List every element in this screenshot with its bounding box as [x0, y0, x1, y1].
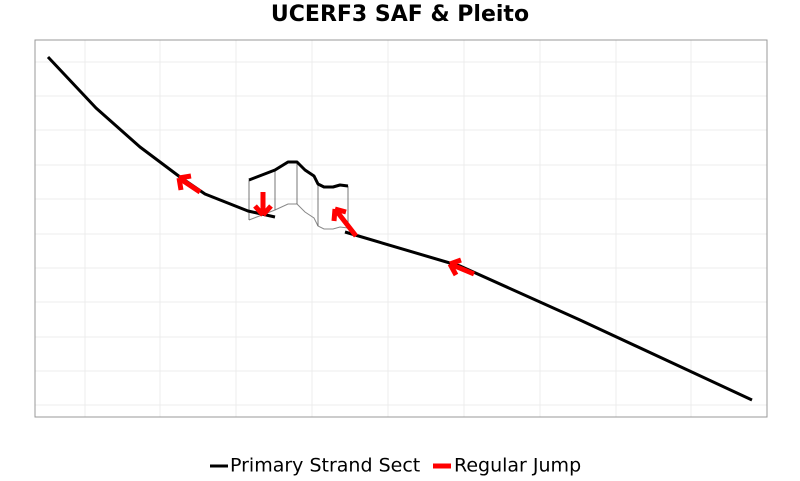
chart-title: UCERF3 SAF & Pleito [271, 2, 529, 27]
primary-strand [46, 55, 753, 402]
jump-arrows [176, 173, 475, 277]
legend-label: Primary Strand Sect [230, 455, 420, 477]
legend-label: Regular Jump [454, 455, 581, 477]
grid [35, 40, 767, 417]
legend: Primary Strand Sect Regular Jump [210, 455, 581, 477]
fault-surface [248, 162, 349, 230]
plot-frame [34, 39, 768, 418]
